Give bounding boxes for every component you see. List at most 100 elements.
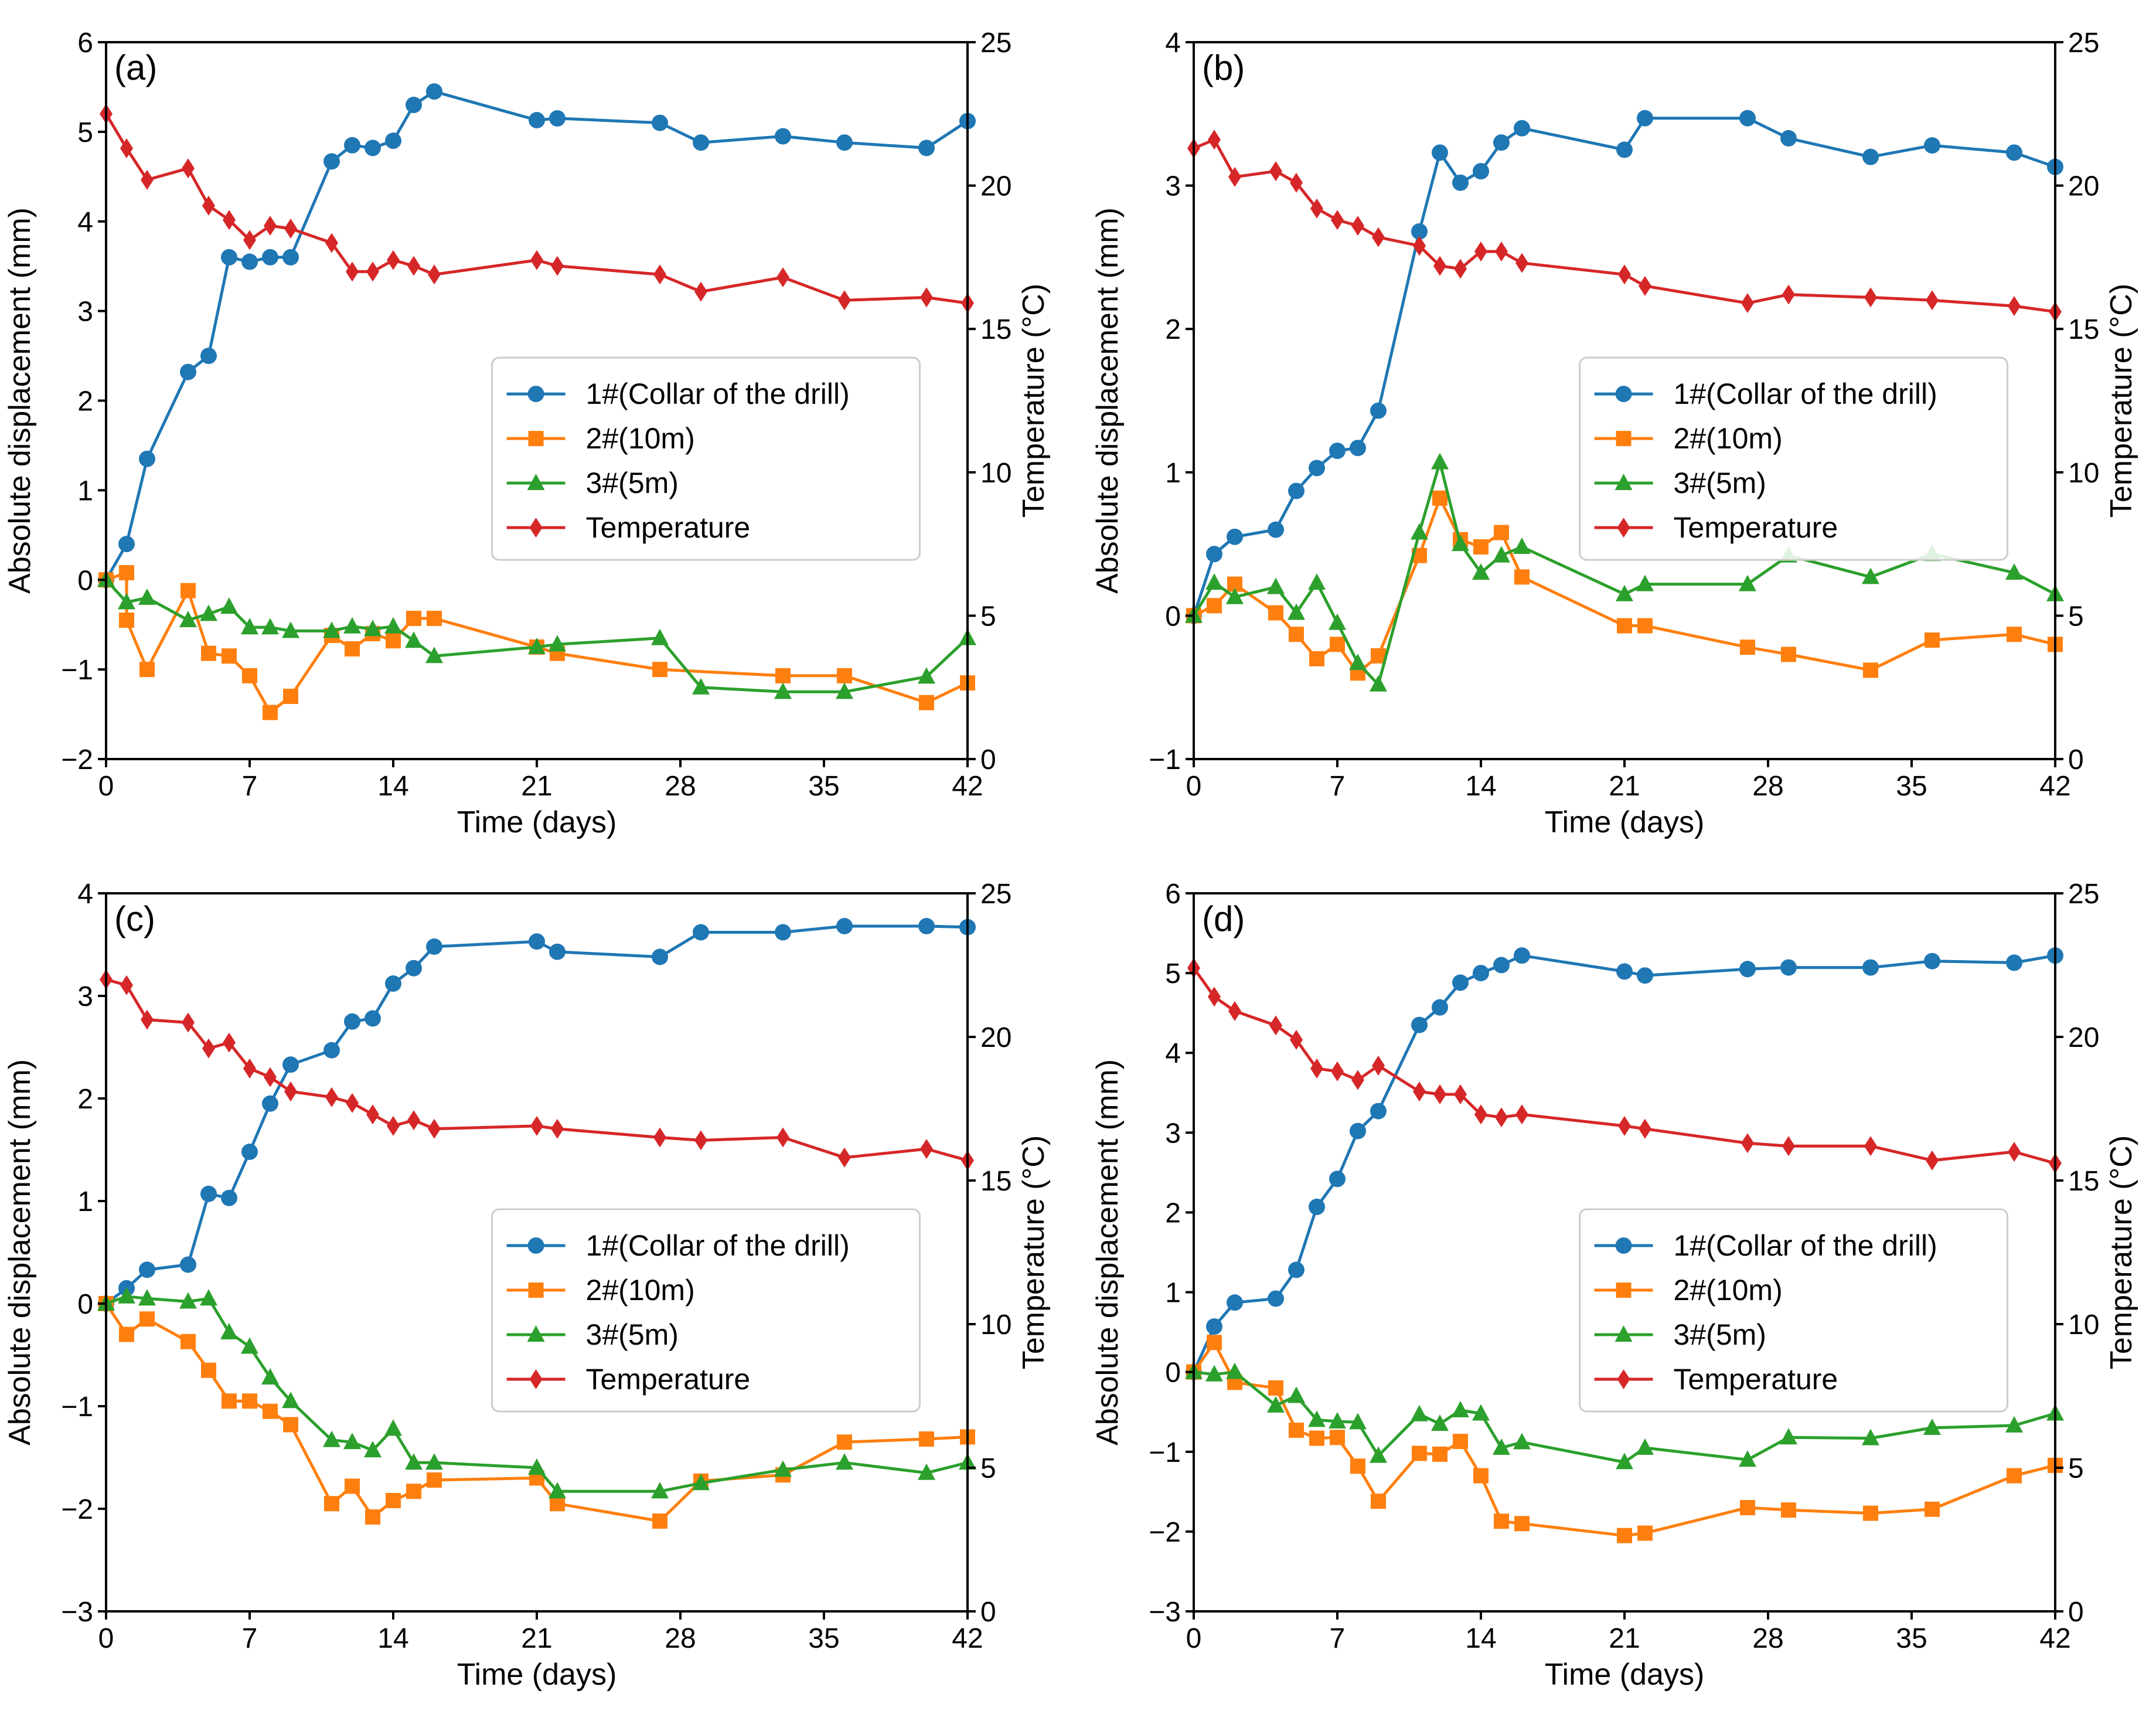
legend: 1#(Collar of the drill) 2#(10m) 3#(5m) Temp… bbox=[1579, 356, 2009, 561]
data-point bbox=[139, 1261, 155, 1278]
data-point bbox=[1741, 1133, 1754, 1154]
legend-entry: Temperature bbox=[1594, 1363, 1838, 1396]
y-tick-label: 3 bbox=[77, 981, 93, 1012]
x-tick-label: 35 bbox=[808, 1623, 839, 1654]
data-point bbox=[366, 261, 379, 282]
series-s1 bbox=[98, 918, 976, 1312]
data-point bbox=[1616, 1453, 1633, 1470]
y2-tick-label: 0 bbox=[980, 1597, 996, 1628]
y2-tick-label: 25 bbox=[980, 28, 1011, 59]
legend-label: 1#(Collar of the drill) bbox=[1674, 1229, 1937, 1262]
data-point bbox=[1372, 1056, 1385, 1076]
data-point bbox=[261, 1368, 279, 1385]
data-point bbox=[1411, 223, 1428, 240]
y-tick-label: 1 bbox=[77, 1186, 93, 1217]
data-point bbox=[551, 256, 564, 276]
y-axis-title: Absolute displacement (mm) bbox=[3, 1059, 37, 1445]
legend-entry: 1#(Collar of the drill) bbox=[1594, 1229, 1937, 1262]
data-point bbox=[1371, 1494, 1386, 1509]
data-point bbox=[530, 250, 543, 270]
y2-tick-label: 25 bbox=[2068, 879, 2099, 910]
x-tick-label: 0 bbox=[98, 1623, 114, 1654]
data-point bbox=[1474, 1104, 1487, 1125]
data-point bbox=[1493, 134, 1510, 151]
data-point bbox=[344, 1013, 360, 1030]
data-point bbox=[220, 1323, 238, 1339]
data-point bbox=[141, 1009, 154, 1030]
data-point bbox=[323, 621, 340, 638]
data-point bbox=[406, 960, 422, 977]
data-point bbox=[1863, 662, 1878, 678]
data-point bbox=[2005, 563, 2023, 580]
data-point bbox=[119, 565, 134, 581]
data-point bbox=[346, 1093, 359, 1113]
data-point bbox=[425, 647, 443, 664]
legend-label: Temperature bbox=[1674, 511, 1838, 544]
legend: 1#(Collar of the drill) 2#(10m) 3#(5m) Temp… bbox=[491, 1208, 921, 1413]
data-point bbox=[549, 1482, 566, 1499]
data-point bbox=[428, 1118, 441, 1139]
data-point bbox=[1350, 1122, 1366, 1139]
data-point bbox=[1862, 959, 1879, 976]
y-tick-label: 4 bbox=[77, 879, 93, 910]
data-point bbox=[1372, 227, 1385, 247]
x-tick-label: 35 bbox=[808, 771, 839, 802]
data-point bbox=[1514, 1516, 1530, 1532]
series-s3 bbox=[1185, 1362, 2064, 1470]
data-point bbox=[1780, 1428, 1797, 1445]
data-point bbox=[262, 1095, 278, 1112]
series-s2 bbox=[98, 565, 975, 720]
data-point bbox=[141, 169, 154, 190]
data-point bbox=[1739, 110, 1756, 127]
legend-entry: 2#(10m) bbox=[506, 1274, 695, 1307]
series-temp bbox=[100, 104, 974, 314]
data-point bbox=[1780, 130, 1797, 147]
data-point bbox=[426, 938, 442, 955]
data-point bbox=[386, 633, 401, 649]
y-tick-label: 4 bbox=[77, 207, 93, 238]
series-s3 bbox=[97, 1287, 976, 1499]
data-point bbox=[202, 195, 215, 216]
data-point bbox=[1226, 1362, 1244, 1379]
data-point bbox=[1329, 1171, 1346, 1188]
data-point bbox=[1267, 1396, 1285, 1413]
data-point bbox=[774, 1460, 792, 1477]
y2-tick-label: 20 bbox=[980, 171, 1011, 202]
legend-marker bbox=[1615, 1237, 1632, 1254]
x-tick-label: 0 bbox=[1186, 771, 1202, 802]
data-point bbox=[1228, 1001, 1241, 1021]
data-point bbox=[1350, 440, 1366, 457]
data-point bbox=[1370, 1446, 1387, 1463]
data-point bbox=[384, 617, 402, 634]
data-point bbox=[920, 1139, 933, 1159]
data-point bbox=[1473, 1468, 1489, 1484]
data-point bbox=[345, 641, 360, 656]
data-point bbox=[426, 83, 442, 100]
y2-tick-label: 20 bbox=[2068, 171, 2099, 202]
data-point bbox=[836, 682, 853, 699]
data-point bbox=[243, 1058, 256, 1079]
data-point bbox=[118, 536, 135, 553]
data-point bbox=[1330, 1430, 1345, 1445]
y2-tick-label: 0 bbox=[2068, 744, 2084, 775]
y2-axis-title: Temperature (°C) bbox=[2104, 284, 2138, 518]
legend-marker bbox=[527, 386, 544, 403]
data-point bbox=[2007, 1468, 2022, 1484]
data-point bbox=[1432, 144, 1448, 161]
data-point bbox=[139, 662, 155, 678]
data-point bbox=[1310, 1058, 1323, 1079]
y-tick-label: 6 bbox=[77, 28, 93, 59]
x-tick-label: 0 bbox=[1186, 1623, 1202, 1654]
series-temp bbox=[1187, 130, 2062, 322]
data-point bbox=[1780, 959, 1797, 976]
y2-tick-label: 15 bbox=[2068, 314, 2099, 345]
data-point bbox=[1452, 174, 1469, 191]
data-point bbox=[1514, 947, 1530, 964]
data-point bbox=[179, 1292, 197, 1309]
data-point bbox=[2007, 627, 2022, 642]
data-point bbox=[263, 705, 278, 720]
data-point bbox=[1924, 953, 1940, 970]
data-point bbox=[1350, 1458, 1365, 1474]
data-point bbox=[692, 678, 710, 695]
data-point bbox=[836, 134, 853, 151]
